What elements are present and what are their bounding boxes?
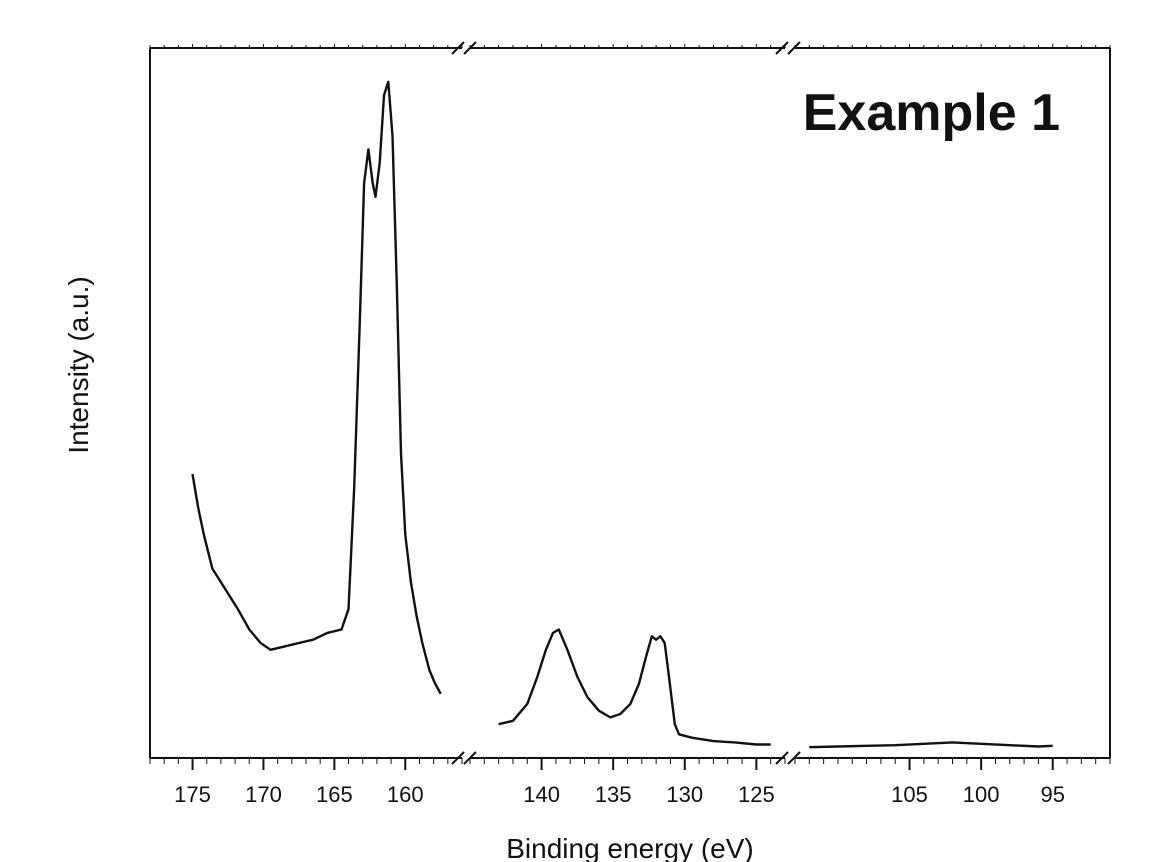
- plot-frame: [150, 48, 1110, 758]
- x-tick-label: 125: [738, 782, 775, 807]
- x-tick-label: 130: [666, 782, 703, 807]
- spectrum-line-segment-1: [193, 82, 441, 694]
- chart-annotation: Example 1: [803, 84, 1060, 142]
- x-tick-label: 160: [387, 782, 424, 807]
- spectrum-line-segment-3: [809, 742, 1052, 747]
- x-tick-label: 95: [1040, 782, 1064, 807]
- x-tick-label: 140: [523, 782, 560, 807]
- x-axis-ticks: 175 170 165 160 140 135 130 125 105 100 95: [150, 44, 1110, 807]
- x-tick-label: 175: [174, 782, 211, 807]
- x-tick-label: 100: [963, 782, 1000, 807]
- spectrum-lines: [193, 82, 1053, 747]
- axis-break-marks: [452, 42, 800, 764]
- x-tick-label: 170: [245, 782, 282, 807]
- x-tick-label: 105: [891, 782, 928, 807]
- x-axis-label: Binding energy (eV): [506, 833, 753, 862]
- x-tick-label: 165: [316, 782, 353, 807]
- x-tick-label: 135: [595, 782, 632, 807]
- spectrum-line-segment-2: [499, 630, 771, 745]
- y-axis-label: Intensity (a.u.): [63, 276, 94, 453]
